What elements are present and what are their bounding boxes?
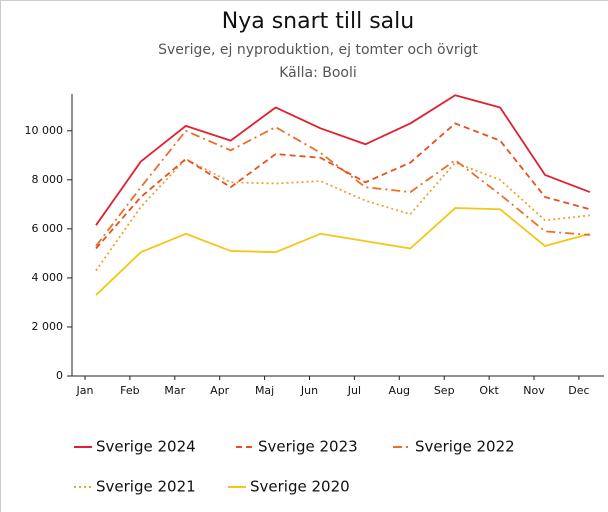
legend-label: Sverige 2021 (96, 478, 196, 496)
series-line (95, 207, 591, 296)
x-tick-label: Sep (434, 384, 455, 397)
y-tick-label: 4 000 (32, 271, 64, 284)
x-tick-label: Nov (523, 384, 545, 397)
x-tick-label: Apr (210, 384, 230, 397)
y-tick-label: 2 000 (32, 320, 64, 333)
series-line (95, 126, 590, 247)
x-tick-label: Dec (568, 384, 589, 397)
x-tick-label: Jun (300, 384, 318, 397)
chart-title: Nya snart till salu (222, 9, 414, 34)
x-tick-label: Aug (389, 384, 410, 397)
x-tick-label: Jan (76, 384, 94, 397)
x-tick-label: Maj (255, 384, 274, 397)
y-tick-label: 10 000 (25, 124, 64, 137)
legend-label: Sverige 2023 (258, 438, 358, 456)
series-line (95, 94, 591, 226)
x-tick-label: Jul (347, 384, 361, 397)
series-line (95, 122, 591, 250)
x-tick-label: Mar (164, 384, 185, 397)
legend-label: Sverige 2024 (96, 438, 196, 456)
x-tick-label: Feb (120, 384, 139, 397)
series-line (95, 158, 590, 272)
chart-source: Källa: Booli (279, 65, 357, 81)
legend-label: Sverige 2022 (415, 438, 515, 456)
y-tick-label: 6 000 (32, 222, 64, 235)
chart-subtitle: Sverige, ej nyproduktion, ej tomter och … (158, 42, 478, 58)
y-tick-label: 8 000 (32, 173, 64, 186)
legend-label: Sverige 2020 (250, 478, 350, 496)
x-tick-label: Okt (479, 384, 499, 397)
y-tick-label: 0 (56, 369, 63, 382)
